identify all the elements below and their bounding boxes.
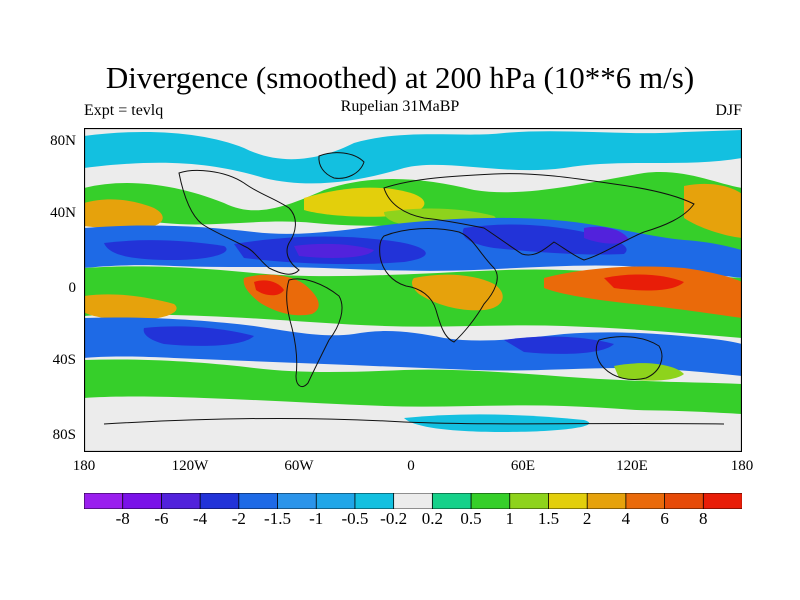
lat-label-0: 0 [68,280,77,296]
lat-label-40n: 40N [50,205,76,221]
experiment-label: Expt = tevlq [84,102,164,119]
colorbar-label: 1.5 [537,509,560,528]
colorbar-label: -1.5 [264,509,291,528]
coastline-australia [595,336,663,381]
field-nh-yellow-mid [304,187,425,217]
coastline-greenland [318,152,365,179]
field-nh-deep-blue-3 [462,224,627,255]
colorbar-label: -8 [115,509,130,528]
colorbar-cell [354,493,395,509]
field-sh-green [84,359,742,418]
field-sh-deep-blue-2 [504,336,614,354]
season-label: DJF [715,102,742,119]
field-nh-orange-west [84,199,163,229]
colorbar-label: 6 [660,509,669,528]
colorbar-cell [199,493,240,509]
colorbar-label: 4 [621,509,631,528]
colorbar-cells [84,493,742,509]
lon-label-0: 0 [407,458,415,474]
plot-title: Divergence (smoothed) at 200 hPa (10**6 … [105,60,695,95]
coastline-africa [379,228,498,343]
lon-label-180e: 180 [730,458,754,474]
lat-label-80s: 80S [52,427,76,443]
colorbar-cell [84,493,124,509]
coastline-eurasia [383,173,695,261]
colorbar-label: 0.5 [460,509,482,528]
map-frame [84,128,742,452]
coastline-north-america [178,169,300,275]
colorbar-cell [548,493,588,509]
lat-label-80n: 80N [50,133,76,149]
field-eq-orange-indopac [544,266,742,318]
field-eq-orange-west [84,294,177,320]
plot-subtitle: Rupelian 31MaBP [340,98,460,115]
field-antarctic-weak-neg [404,414,590,432]
colorbar-cell [277,493,317,509]
lat-label-40s: 40S [52,352,76,368]
field-nh-purple-2 [584,226,629,244]
colorbar-label: -1 [309,509,324,528]
colorbar-cell [586,493,627,509]
lon-label-180w: 180 [72,458,96,474]
colorbar-cell [509,493,550,509]
colorbar-cell [664,493,705,509]
colorbar-cell [625,493,666,509]
colorbar-cell [122,493,163,509]
lon-label-60e: 60E [510,458,536,474]
field-sh-deep-blue-1 [143,326,254,346]
colorbar-cell [702,493,742,509]
colorbar-cell [315,493,356,509]
colorbar-label: -0.5 [341,509,369,528]
coastlines [103,152,725,425]
coastline-south-america [286,278,343,387]
field-eq-orange-africa [411,274,503,311]
field-eq-red-indopac [604,274,684,291]
colorbar-cell [238,493,279,509]
field-sh-blue [84,317,742,376]
lon-label-120e: 120E [616,458,648,474]
colorbar [84,493,742,509]
lon-label-120w: 120W [171,458,209,474]
colorbar-label: -0.2 [380,509,408,528]
coastline-antarctica [103,417,725,425]
colorbar-label: 0.2 [421,509,443,528]
colorbar-label: 8 [699,509,708,528]
colorbar-cell [393,493,434,509]
colorbar-cell [470,493,511,509]
colorbar-cell [161,493,201,509]
field-nh-purple-1 [294,243,374,258]
field-layers [84,128,742,452]
colorbar-cell [431,493,472,509]
divergence-map [84,128,742,452]
colorbar-label: -2 [231,509,246,528]
colorbar-label: 1 [505,509,515,528]
field-nh-deep-blue-1 [104,240,227,260]
colorbar-label: -4 [193,509,208,528]
lon-label-60w: 60W [284,458,314,474]
colorbar-label: -6 [154,509,169,528]
field-sh-yellow [614,363,684,381]
field-north-band [84,130,742,184]
field-nh-orange-east [684,183,742,238]
colorbar-label: 2 [582,509,592,528]
field-eq-red-amazon [254,280,284,296]
